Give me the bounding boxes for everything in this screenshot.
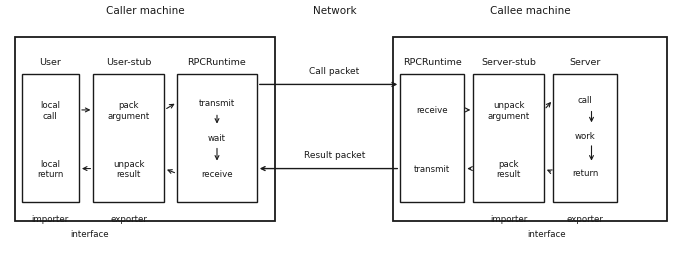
Text: local
return: local return xyxy=(37,159,64,179)
Text: pack
argument: pack argument xyxy=(107,101,150,120)
Text: unpack
argument: unpack argument xyxy=(487,101,530,120)
Bar xyxy=(400,75,464,202)
Text: local
call: local call xyxy=(41,101,60,120)
Text: receive: receive xyxy=(416,106,448,115)
Text: interface: interface xyxy=(70,229,109,238)
Text: importer: importer xyxy=(32,214,69,223)
Text: receive: receive xyxy=(201,169,233,179)
Text: return: return xyxy=(572,168,598,177)
Bar xyxy=(22,75,79,202)
Text: Server: Server xyxy=(569,58,601,67)
Bar xyxy=(393,38,667,221)
Bar xyxy=(553,75,617,202)
Text: pack
result: pack result xyxy=(496,159,521,179)
Bar xyxy=(93,75,164,202)
Bar xyxy=(15,38,275,221)
Text: importer: importer xyxy=(490,214,527,223)
Text: RPCRuntime: RPCRuntime xyxy=(403,58,462,67)
Text: transmit: transmit xyxy=(199,98,235,107)
Text: exporter: exporter xyxy=(110,214,147,223)
Text: Network: Network xyxy=(313,6,356,17)
Text: unpack
result: unpack result xyxy=(113,159,145,179)
Text: User: User xyxy=(39,58,62,67)
Text: Caller machine: Caller machine xyxy=(106,6,185,17)
Text: call: call xyxy=(578,96,592,105)
Text: User-stub: User-stub xyxy=(106,58,151,67)
Text: interface: interface xyxy=(527,229,566,238)
Text: wait: wait xyxy=(208,134,226,143)
Text: exporter: exporter xyxy=(566,214,604,223)
Text: Call packet: Call packet xyxy=(310,67,360,76)
Text: work: work xyxy=(575,131,596,140)
Bar xyxy=(473,75,544,202)
Text: transmit: transmit xyxy=(414,164,450,173)
Text: Server-stub: Server-stub xyxy=(481,58,536,67)
Text: Callee machine: Callee machine xyxy=(490,6,571,17)
Bar xyxy=(177,75,257,202)
Text: RPCRuntime: RPCRuntime xyxy=(188,58,246,67)
Text: Result packet: Result packet xyxy=(304,150,365,160)
